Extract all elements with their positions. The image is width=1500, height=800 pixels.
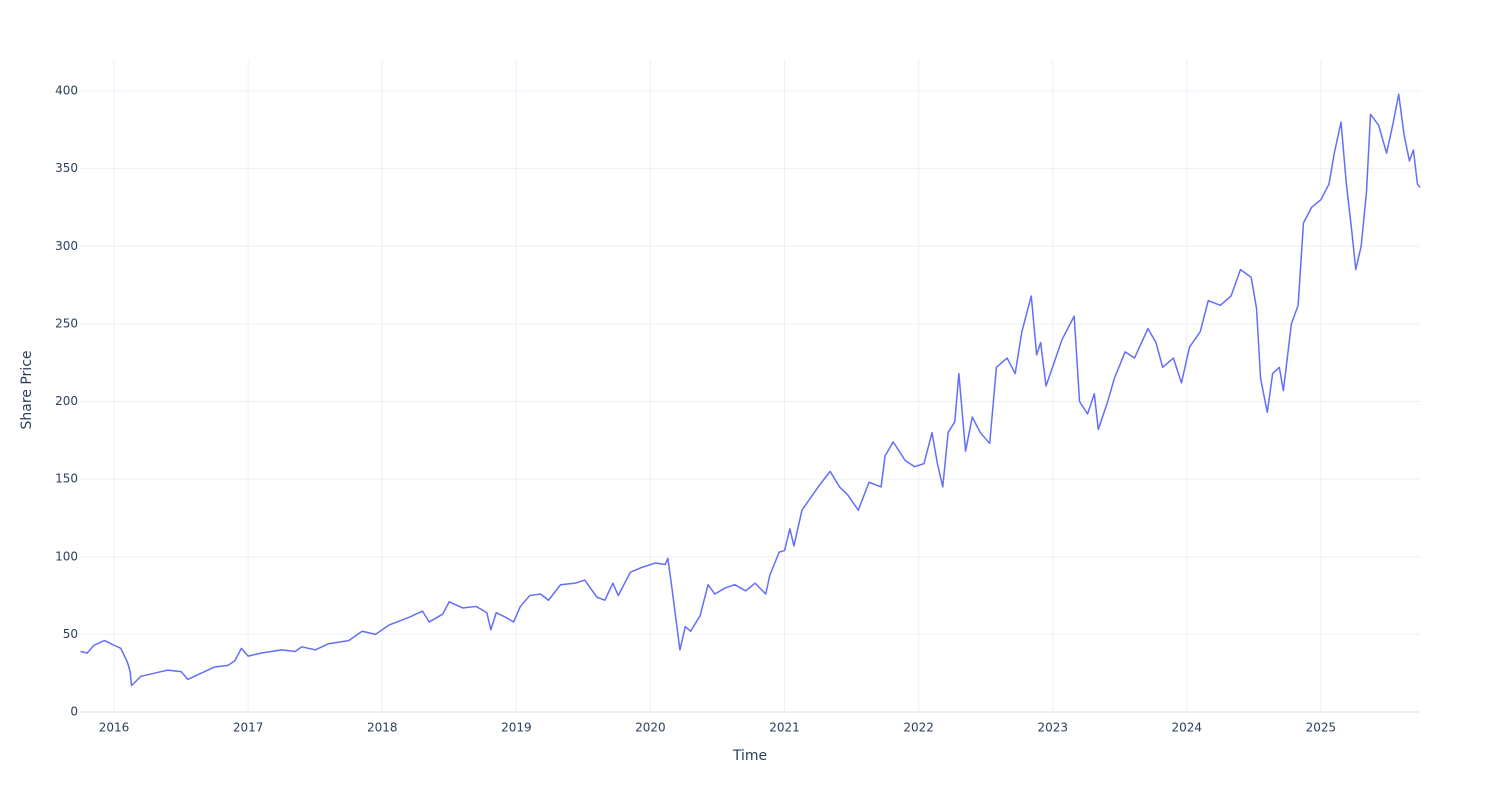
price-line [80,93,1421,687]
y-tick-label: 400 [55,84,78,98]
y-tick-label: 0 [70,705,78,719]
x-tick-label: 2016 [99,721,130,735]
y-tick-label: 350 [55,161,78,175]
x-axis-label: Time [732,748,767,764]
y-tick-label: 50 [63,627,78,641]
y-tick-label: 200 [55,394,78,408]
x-tick-label: 2023 [1037,721,1068,735]
x-tick-label: 2021 [769,721,800,735]
y-tick-label: 250 [55,316,78,330]
y-tick-label: 100 [55,549,78,563]
x-tick-label: 2017 [233,721,264,735]
y-axis-label: Share Price [19,350,35,429]
x-tick-label: 2022 [903,721,934,735]
y-tick-label: 300 [55,239,78,253]
x-tick-label: 2024 [1172,721,1203,735]
x-tick-label: 2020 [635,721,666,735]
x-tick-label: 2025 [1306,721,1337,735]
y-tick-label: 150 [55,472,78,486]
x-tick-label: 2018 [367,721,398,735]
x-tick-label: 2019 [501,721,532,735]
